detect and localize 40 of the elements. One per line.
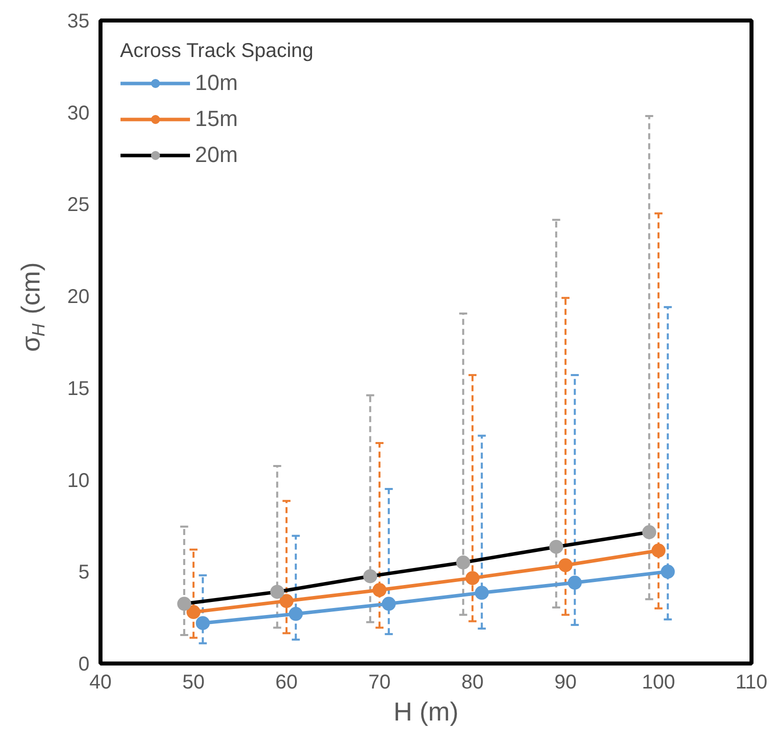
legend-label: 15m: [195, 105, 238, 133]
point: [660, 564, 675, 579]
x-axis-title: H (m): [394, 696, 458, 726]
x-tick-label: 60: [275, 672, 298, 694]
y-tick-label: 30: [67, 102, 90, 124]
x-tick-label: 90: [554, 672, 577, 694]
legend-label: 20m: [195, 141, 238, 169]
point: [288, 606, 303, 621]
y-tick-label: 35: [67, 10, 90, 32]
x-tick-label: 70: [368, 672, 391, 694]
point: [568, 576, 582, 590]
point: [372, 583, 386, 597]
y-tick-label: 25: [67, 194, 90, 216]
point: [558, 558, 572, 572]
point: [196, 616, 210, 630]
y-axis-title: σH (cm): [16, 262, 48, 352]
point: [186, 605, 200, 620]
y-tick-label: 5: [78, 562, 90, 584]
point: [363, 569, 378, 584]
legend-label: 10m: [195, 69, 238, 97]
point: [474, 586, 489, 600]
point: [642, 525, 656, 540]
x-tick-label: 50: [182, 672, 205, 694]
y-tick-label: 10: [67, 470, 90, 492]
point: [382, 596, 396, 611]
x-tick-label: 40: [89, 672, 112, 694]
point: [177, 596, 192, 611]
y-tick-label: 20: [67, 286, 90, 308]
x-tick-label: 100: [642, 672, 676, 694]
legend-title: Across Track Spacing: [120, 40, 314, 63]
point: [270, 584, 284, 599]
point: [280, 594, 294, 608]
x-tick-label: 110: [736, 672, 768, 694]
x-tick-label: 80: [461, 672, 484, 694]
y-tick-label: 0: [78, 654, 90, 676]
y-tick-label: 15: [67, 378, 90, 400]
point: [549, 540, 564, 554]
point: [652, 544, 666, 558]
point: [456, 555, 470, 570]
point: [466, 571, 480, 586]
